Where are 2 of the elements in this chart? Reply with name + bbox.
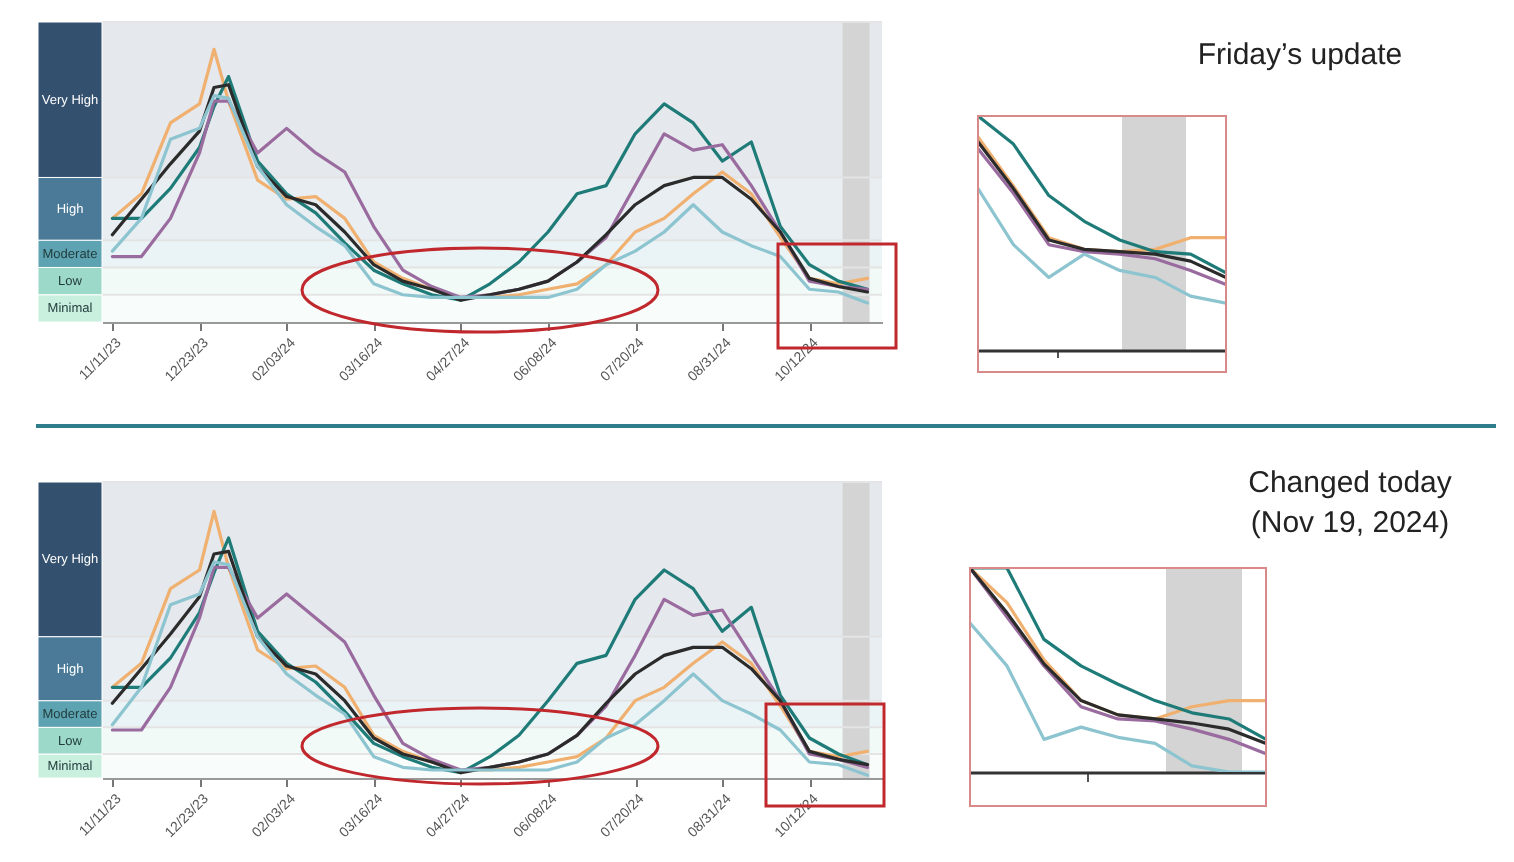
text: Friday’s update bbox=[1195, 36, 1405, 76]
text: Changed today (Nov 19, 2024) bbox=[1246, 464, 1454, 544]
